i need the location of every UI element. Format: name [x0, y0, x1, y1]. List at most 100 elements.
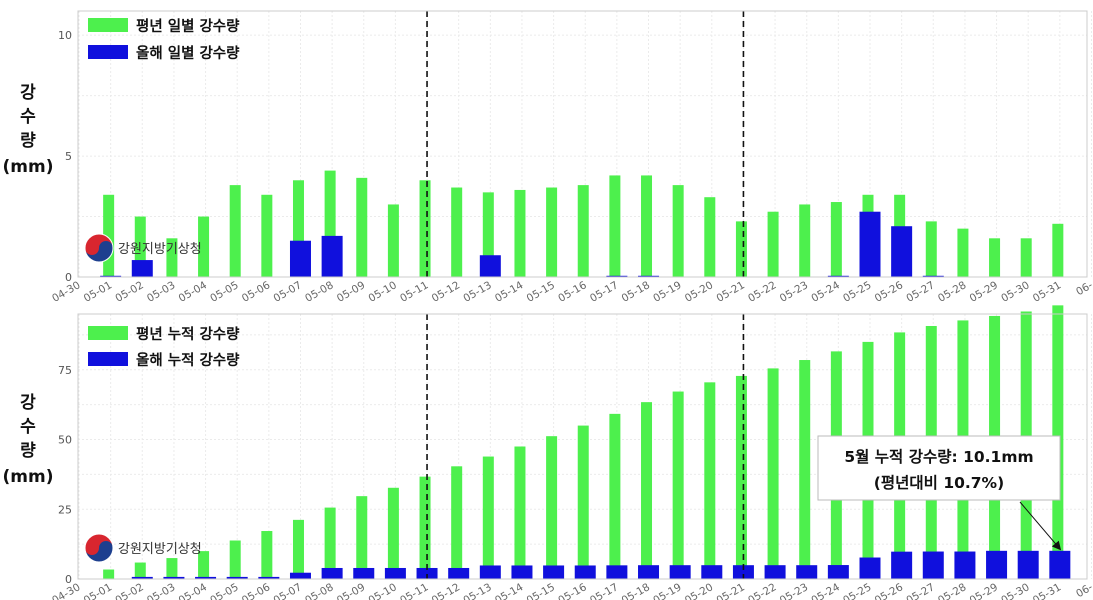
x-tick-label: 05-03	[145, 581, 177, 600]
x-tick-label: 05-08	[303, 581, 335, 600]
bar-this-year	[859, 557, 881, 579]
bar-this-year	[384, 567, 406, 579]
bar-normal	[356, 496, 368, 579]
bar-normal	[546, 436, 558, 579]
bar-this-year	[479, 565, 501, 579]
bar-normal	[514, 189, 526, 277]
daily-legend: 평년 일별 강수량 올해 일별 강수량	[88, 17, 240, 62]
x-tick-label: 05-12	[430, 279, 462, 305]
x-tick-label: 05-12	[430, 581, 462, 600]
x-tick-label: 05-28	[936, 581, 968, 600]
bar-this-year	[574, 565, 596, 579]
bar-this-year	[606, 275, 628, 277]
x-tick-label: 05-08	[303, 279, 335, 305]
bar-normal	[261, 194, 273, 277]
legend-swatch-this-year-daily	[88, 45, 128, 59]
x-tick-label: 05-13	[461, 279, 493, 305]
x-tick-label: 05-22	[746, 581, 778, 600]
plot-border	[77, 313, 1088, 580]
x-tick-label: 05-06	[240, 581, 273, 600]
legend-label-this-year-daily: 올해 일별 강수량	[136, 44, 240, 62]
bar-this-year	[416, 567, 438, 579]
y-axis-label-char-2: 수	[20, 107, 36, 127]
bar-normal	[292, 180, 304, 277]
bar-this-year	[922, 551, 944, 579]
bar-normal	[704, 382, 716, 579]
x-tick-label: 05-09	[335, 279, 367, 305]
x-tick-label: 05-24	[809, 581, 842, 600]
bar-this-year	[1049, 550, 1071, 579]
bar-normal	[324, 170, 336, 277]
cumulative-annotation: 5월 누적 강수량: 10.1mm (평년대비 10.7%)	[817, 435, 1061, 501]
kma-logo: 강원지방기상청	[84, 533, 202, 563]
bar-this-year	[353, 567, 375, 579]
y-axis-label-char-1: 강	[20, 83, 36, 103]
taegeuk-logo-icon	[84, 233, 114, 263]
kma-logo: 강원지방기상청	[84, 233, 202, 263]
x-tick-label: 05-31	[1031, 279, 1063, 305]
x-tick-label: 05-16	[556, 279, 589, 305]
legend-label-normal-daily: 평년 일별 강수량	[136, 17, 240, 35]
bar-normal	[957, 228, 969, 277]
y-axis-label-unit: (mm)	[3, 467, 54, 487]
bar-this-year	[289, 572, 311, 579]
bar-this-year	[163, 576, 185, 579]
bar-this-year	[891, 551, 913, 579]
bar-this-year	[796, 565, 818, 579]
y-axis-label-char-2: 수	[20, 417, 36, 437]
bar-this-year	[827, 565, 849, 579]
bar-this-year	[543, 565, 565, 579]
x-tick-label: 05-10	[366, 279, 398, 305]
x-tick-label: 05-29	[968, 581, 1000, 600]
bar-normal	[672, 391, 684, 579]
x-tick-label: 05-04	[177, 279, 210, 305]
legend-label-normal-cumulative: 평년 누적 강수량	[136, 325, 240, 343]
plot-border	[77, 10, 1088, 278]
logo-text: 강원지방기상청	[118, 242, 202, 257]
x-tick-label: 05-19	[651, 581, 683, 600]
x-tick-label: 05-25	[841, 581, 873, 600]
x-tick-label: 05-11	[398, 581, 430, 600]
bar-normal	[229, 185, 241, 277]
bar-normal	[261, 531, 273, 579]
x-tick-label: 05-28	[936, 279, 968, 305]
x-tick-label: 05-22	[746, 279, 778, 305]
bar-normal	[989, 238, 1001, 277]
cumulative-legend: 평년 누적 강수량 올해 누적 강수량	[88, 325, 240, 369]
bar-normal	[324, 507, 336, 579]
x-tick-label: 05-23	[778, 581, 810, 600]
x-tick-label: 05-21	[715, 581, 747, 600]
y-axis-label-char-3: 량	[20, 441, 36, 461]
bar-this-year	[289, 240, 311, 277]
x-tick-label: 05-27	[904, 279, 936, 305]
bar-this-year	[732, 565, 754, 579]
bar-normal	[735, 221, 747, 277]
y-tick-label: 5	[65, 150, 72, 163]
bar-normal	[134, 562, 146, 579]
bar-this-year	[321, 567, 343, 579]
bar-normal	[799, 360, 811, 579]
bar-normal	[198, 551, 210, 579]
bar-normal	[451, 187, 463, 277]
bar-this-year	[638, 275, 660, 277]
logo-text: 강원지방기상청	[118, 542, 202, 557]
bar-normal	[767, 211, 779, 277]
bar-normal	[387, 204, 399, 277]
x-tick-label: 05-07	[272, 279, 304, 305]
y-tick-label: 25	[58, 503, 72, 516]
bar-normal	[166, 238, 178, 277]
legend-swatch-normal-daily	[88, 18, 128, 32]
bar-normal	[767, 368, 779, 579]
bar-normal	[198, 216, 210, 277]
x-tick-label: 05-02	[113, 581, 145, 600]
bar-normal	[482, 192, 494, 277]
bar-normal	[514, 446, 526, 579]
bar-this-year	[226, 576, 248, 579]
bar-this-year	[986, 550, 1008, 579]
x-tick-label: 05-06	[240, 279, 273, 305]
x-tick-label: 05-01	[82, 581, 114, 600]
bar-this-year	[195, 576, 217, 579]
bar-normal	[1020, 238, 1032, 277]
bar-normal	[704, 197, 716, 277]
